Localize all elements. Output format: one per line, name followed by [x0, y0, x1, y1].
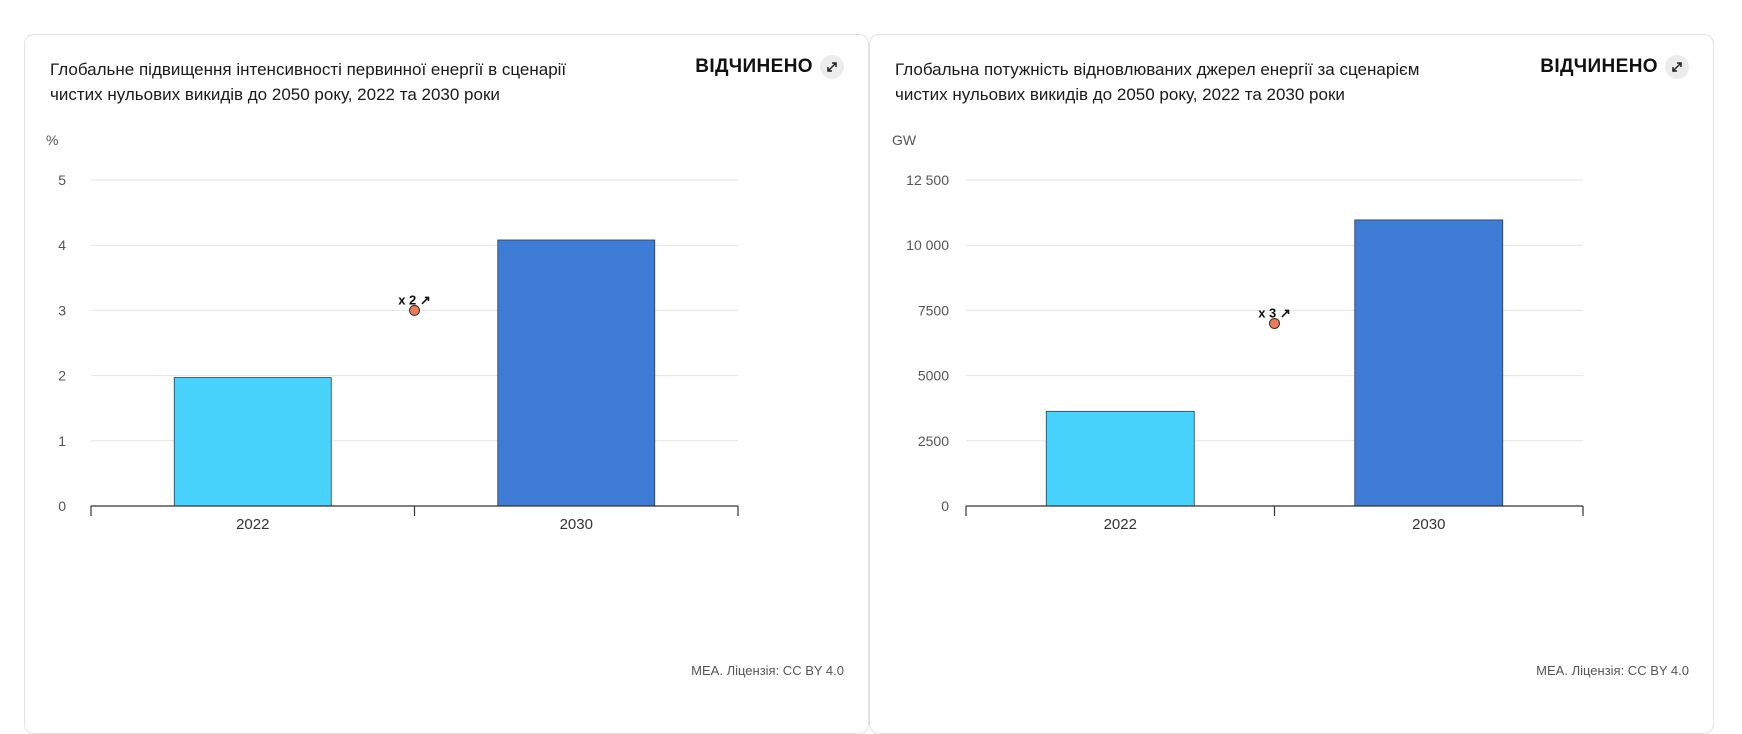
- y-tick-label: 2500: [918, 433, 949, 449]
- chart-card-renewable-capacity: GW 0 2500 5000 7500 10 000 12 500 2022 2030 x 3 ↗…: [869, 34, 1714, 734]
- open-button[interactable]: ВІДЧИНЕНО: [1540, 55, 1689, 79]
- open-button[interactable]: ВІДЧИНЕНО: [695, 55, 844, 79]
- growth-annotation: x 3 ↗: [1258, 305, 1291, 320]
- y-tick-label: 12 500: [906, 172, 949, 188]
- chart-title: Глобальна потужність відновлюваних джере…: [895, 60, 1420, 104]
- chart-renewable-capacity: GW 0 2500 5000 7500 10 000 12 500 2022 2030 x 3 ↗: [892, 132, 1584, 533]
- y-tick-label: 4: [58, 237, 66, 253]
- y-tick-label: 0: [941, 498, 949, 514]
- x-tick-label: 2030: [1412, 516, 1445, 533]
- y-unit-label: GW: [892, 132, 917, 148]
- source-credit: МЕА. Ліцензія: CC BY 4.0: [691, 663, 844, 678]
- y-unit-label: %: [46, 132, 58, 148]
- open-label: ВІДЧИНЕНО: [695, 56, 813, 77]
- expand-arrows-icon[interactable]: [820, 55, 844, 79]
- x-tick-label: 2022: [1104, 516, 1137, 533]
- bar-2030: [497, 239, 656, 507]
- y-tick-label: 10 000: [906, 237, 949, 253]
- chart-energy-intensity: % 0 1 2 3 4 5 2022 2030 x 2 ↗: [46, 132, 739, 533]
- open-label: ВІДЧИНЕНО: [1540, 56, 1658, 77]
- bar-2022: [173, 377, 332, 507]
- bar-2022: [1045, 410, 1195, 507]
- y-tick-label: 1: [58, 433, 66, 449]
- growth-marker: [409, 304, 420, 316]
- y-tick-label: 2: [58, 368, 66, 384]
- growth-annotation: x 2 ↗: [398, 292, 431, 307]
- expand-arrows-icon[interactable]: [1665, 55, 1689, 79]
- y-tick-label: 3: [58, 302, 66, 318]
- source-credit: МЕА. Ліцензія: CC BY 4.0: [1536, 663, 1689, 678]
- y-tick-label: 7500: [918, 302, 949, 318]
- chart-card-energy-intensity: % 0 1 2 3 4 5 2022 2030 x 2 ↗ Глобальне підвищенн…: [24, 34, 869, 734]
- y-tick-label: 5000: [918, 368, 949, 384]
- bar-2030: [1354, 219, 1504, 507]
- chart-title: Глобальне підвищення інтенсивності перви…: [50, 60, 567, 104]
- x-tick-label: 2030: [560, 516, 593, 533]
- growth-marker: [1269, 317, 1280, 329]
- y-tick-label: 5: [58, 172, 66, 188]
- x-tick-label: 2022: [236, 516, 269, 533]
- y-tick-label: 0: [58, 498, 66, 514]
